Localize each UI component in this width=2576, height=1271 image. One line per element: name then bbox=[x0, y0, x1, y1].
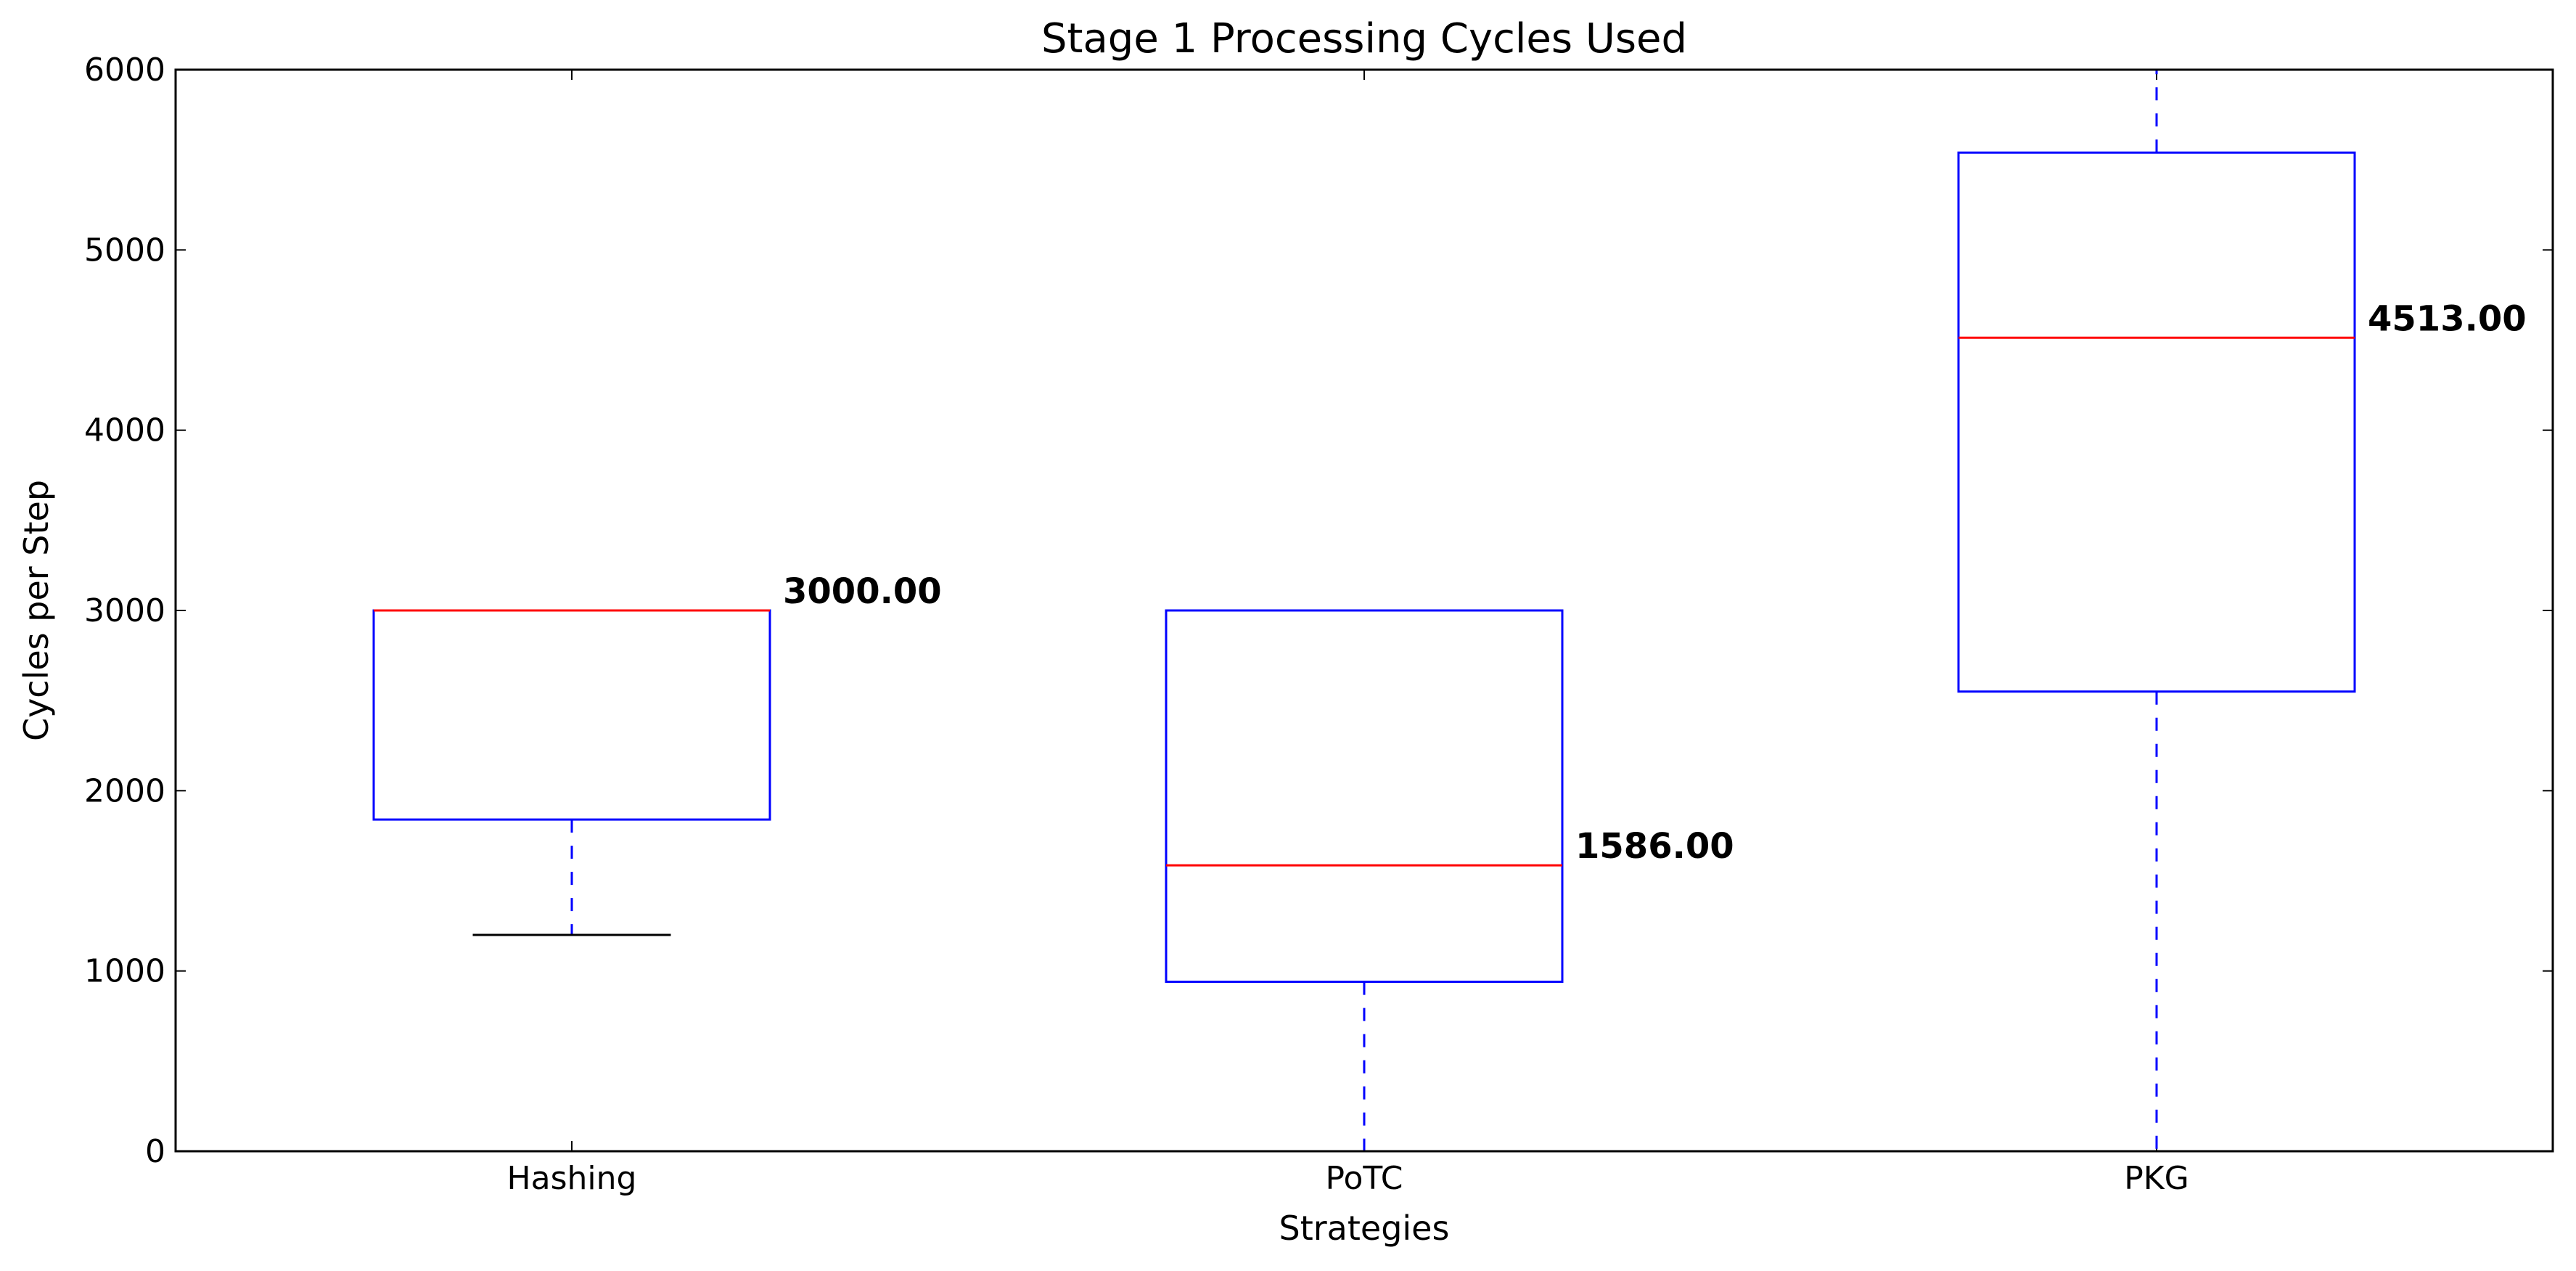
box-pkg: 4513.00 bbox=[1957, 68, 2527, 1153]
x-tick-label: PoTC bbox=[1326, 1160, 1403, 1197]
boxes-layer: 3000.00 1586.00 4513.00 bbox=[372, 68, 2527, 1153]
median-value-label: 3000.00 bbox=[783, 571, 942, 612]
axes-layer: 0 1000 2000 3000 4000 5000 6000 Hashing PoTC PKG bbox=[84, 52, 2553, 1197]
x-tick-label: PKG bbox=[2124, 1160, 2189, 1197]
median-value-label: 1586.00 bbox=[1575, 826, 1734, 867]
y-tick-label: 5000 bbox=[84, 232, 165, 269]
x-tick-label: Hashing bbox=[507, 1160, 637, 1197]
y-tick-label: 3000 bbox=[84, 592, 165, 629]
box-iqr bbox=[1165, 609, 1564, 984]
box-iqr bbox=[1957, 151, 2356, 693]
box-hashing: 3000.00 bbox=[372, 571, 942, 936]
y-tick-label: 2000 bbox=[84, 772, 165, 809]
y-tick-label: 6000 bbox=[84, 52, 165, 89]
y-axis-label: Cycles per Step bbox=[17, 480, 56, 741]
y-tick-label: 4000 bbox=[84, 412, 165, 449]
y-tick-label: 1000 bbox=[84, 953, 165, 990]
median-value-label: 4513.00 bbox=[2368, 298, 2527, 339]
x-axis-label: Strategies bbox=[1279, 1209, 1450, 1248]
box-iqr bbox=[372, 609, 771, 821]
y-tick-label: 0 bbox=[145, 1133, 165, 1170]
chart-title: Stage 1 Processing Cycles Used bbox=[1041, 15, 1687, 62]
box-potc: 1586.00 bbox=[1165, 609, 1734, 1153]
plot-frame bbox=[174, 68, 2554, 1153]
